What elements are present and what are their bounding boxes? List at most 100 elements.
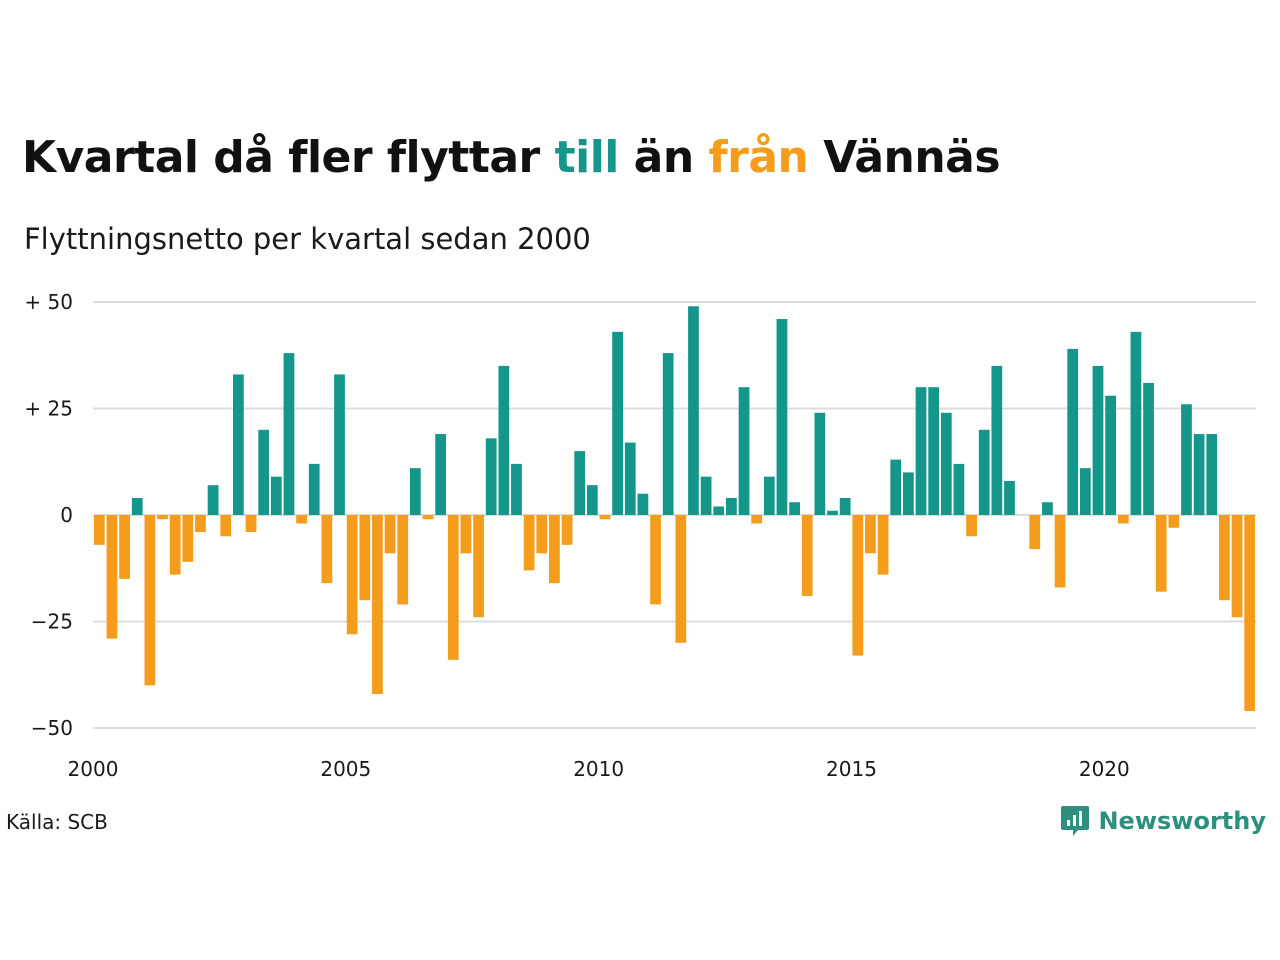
bar [662,353,674,515]
bar [966,515,977,537]
bar [675,515,687,643]
bar [511,463,522,515]
bar [574,451,586,515]
bar [1105,395,1116,515]
bar [852,515,864,656]
x-tick-label: 2005 [320,757,371,781]
y-tick-label: 0 [60,503,73,527]
bar [220,515,232,537]
bar [700,476,712,515]
bar [991,365,1003,515]
bar [308,463,320,515]
bar [713,506,725,515]
bar [296,515,307,524]
title-positive-word: till [554,132,620,183]
bar [751,515,763,524]
bar [106,515,118,639]
x-tick-label: 2020 [1079,757,1130,781]
bar [435,434,447,515]
bar [270,476,282,515]
bar [372,515,383,694]
bar [536,515,548,554]
bar [321,515,333,584]
bar [447,515,459,660]
bar [157,515,168,520]
chart-subtitle: Flyttningsnetto per kvartal sedan 2000 [24,222,591,256]
bar [93,515,105,545]
bar [1206,434,1218,515]
chart-title: Kvartal då fler flyttar till än från Vän… [22,132,1001,183]
bar [776,319,788,515]
bar [1155,515,1167,592]
bar [789,502,800,515]
bar [902,472,914,515]
bar [915,387,927,515]
bar [283,353,295,515]
bar [359,515,371,601]
bar [586,485,598,515]
bar [549,515,560,584]
bar [346,515,358,635]
bar [890,459,902,515]
bar [523,515,535,571]
bar [182,515,194,562]
bar [397,515,409,605]
bar [384,515,396,554]
brand-name: Newsworthy [1098,807,1266,835]
bar [801,515,813,596]
bar [940,412,952,515]
bar [599,515,611,520]
bar [827,510,838,515]
bar [1004,480,1015,515]
bar [131,497,143,515]
newsworthy-icon [1061,806,1090,836]
bar [1168,515,1180,528]
bar [1079,468,1091,515]
bar [763,476,775,515]
bar [473,515,484,618]
bar [498,365,510,515]
bar [865,515,876,554]
brand-logo: Newsworthy [1060,804,1266,838]
bar [144,515,156,686]
bar [1067,348,1079,515]
bar [688,306,699,515]
bar [409,468,421,515]
bar [245,515,257,533]
bar [1042,502,1053,515]
bar [1117,515,1129,524]
bar [1193,434,1205,515]
source-label: Källa: SCB [6,810,108,834]
bar [1219,515,1230,601]
bar [953,463,965,515]
bar [637,493,649,515]
bar [1054,515,1066,588]
bar [334,374,345,515]
bar [1092,365,1104,515]
y-tick-label: −25 [31,610,73,634]
bar [814,412,826,515]
bar [1231,515,1243,618]
bar [195,515,206,533]
y-tick-label: + 50 [24,290,73,314]
bar [233,374,244,515]
bar [624,442,636,515]
x-tick-label: 2010 [573,757,624,781]
bar [726,497,737,515]
bar [1130,331,1142,515]
title-part3: Vännäs [808,132,1001,183]
bar [119,515,130,579]
y-tick-label: + 25 [24,397,73,421]
bar [169,515,181,575]
y-tick-label: −50 [31,716,73,740]
bar [258,429,270,515]
bar [928,387,940,515]
title-negative-word: från [708,132,809,183]
x-tick-label: 2015 [826,757,877,781]
bar [561,515,573,545]
bar [1143,382,1154,515]
bar [978,429,990,515]
bar [1029,515,1041,550]
bar [1244,515,1256,711]
bar-chart: + 50 + 25 0 −25 −50 2000 2005 2010 2015 2020 [24,290,1256,781]
